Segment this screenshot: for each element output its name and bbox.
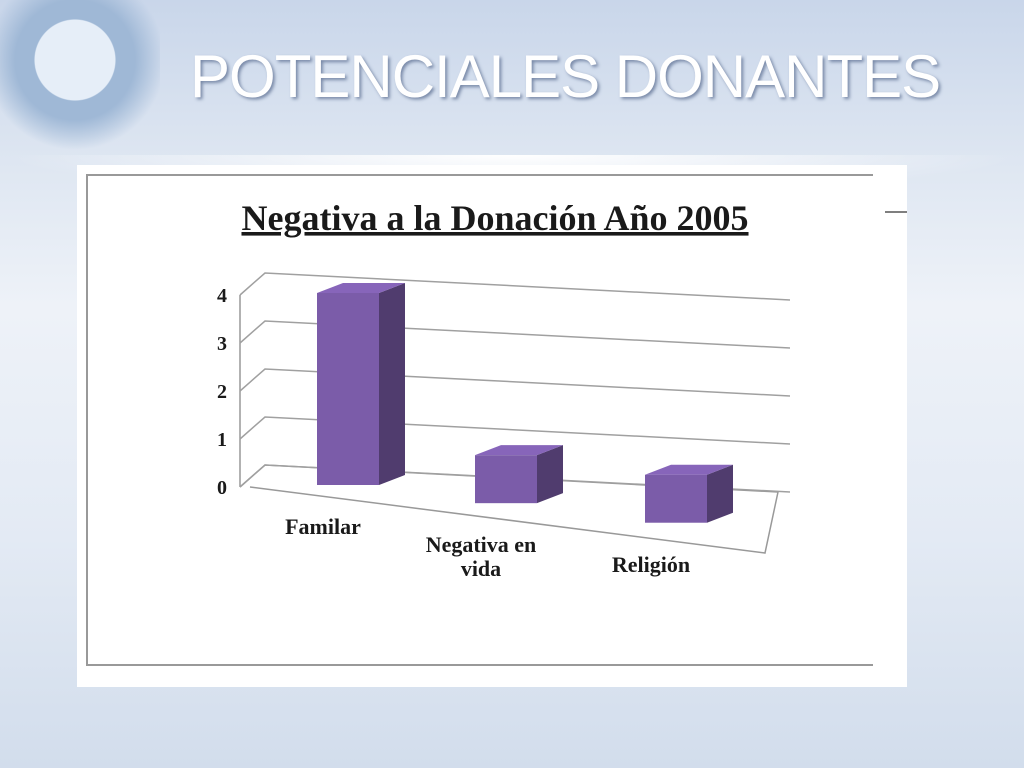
slide-title: POTENCIALES DONANTES	[190, 43, 941, 110]
bar-top	[645, 464, 733, 475]
grid-line	[239, 416, 791, 445]
bar	[475, 455, 537, 504]
bar-side	[707, 464, 733, 523]
x-tick-label: Religión	[611, 551, 691, 577]
y-tick-label: 4	[217, 285, 227, 307]
bar	[645, 474, 707, 523]
x-tick-label: Familar	[285, 514, 361, 539]
bar-side	[379, 283, 405, 485]
chart-card	[77, 165, 907, 687]
grid-line	[239, 320, 791, 349]
bar-side	[537, 445, 563, 504]
grid-line	[239, 368, 791, 397]
chart-title: Negativa a la Donación Año 2005	[241, 198, 748, 238]
bar-top	[475, 445, 563, 456]
grid-line	[239, 272, 791, 301]
bar-top	[317, 283, 405, 293]
y-tick-label: 2	[217, 381, 227, 403]
x-tick-label: Negativa en vida	[425, 532, 537, 582]
grid-line	[239, 464, 791, 493]
bar	[317, 293, 379, 485]
y-tick-label: 1	[217, 429, 227, 451]
y-tick-label: 0	[217, 477, 227, 499]
frame	[86, 174, 873, 666]
y-tick-label: 3	[217, 333, 227, 355]
